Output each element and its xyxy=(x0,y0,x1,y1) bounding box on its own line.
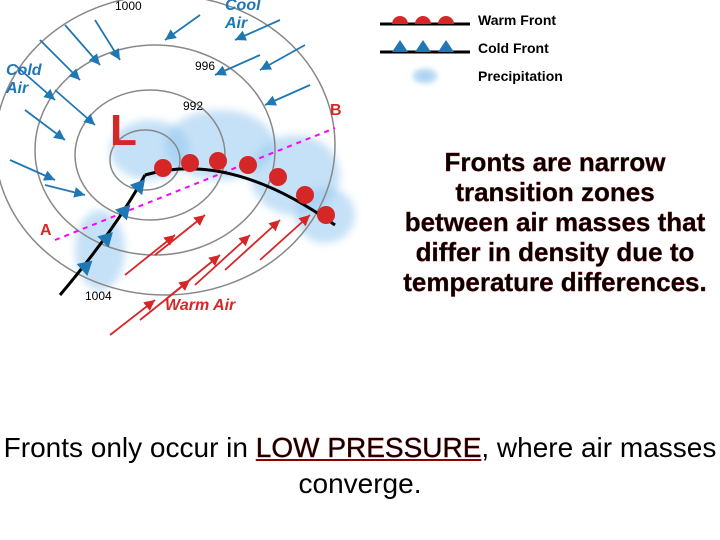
legend-warm-front: Warm Front xyxy=(380,10,710,30)
legend-cold-front: Cold Front xyxy=(380,38,710,58)
cold-front-icon xyxy=(380,38,470,58)
svg-text:A: A xyxy=(40,222,52,239)
svg-text:Cool: Cool xyxy=(225,0,261,14)
svg-text:996: 996 xyxy=(195,59,215,73)
pressure-diagram: 10009969921004LABColdAirCoolAirWarm Air xyxy=(0,0,400,360)
cold-front-label: Cold Front xyxy=(478,40,549,56)
svg-text:1004: 1004 xyxy=(85,289,112,303)
legend: Warm Front Cold Front Precipitation xyxy=(380,10,710,94)
svg-text:B: B xyxy=(330,102,342,119)
svg-text:Air: Air xyxy=(5,80,29,97)
bottom-statement: Fronts only occur in LOW PRESSURE, where… xyxy=(0,430,720,503)
bottom-prefix: Fronts only occur in xyxy=(4,432,256,463)
legend-precipitation: Precipitation xyxy=(380,66,710,86)
svg-text:Air: Air xyxy=(224,15,248,32)
bottom-emphasis: LOW PRESSURE xyxy=(256,432,482,463)
front-description: Fronts are narrow transition zones betwe… xyxy=(400,148,710,297)
svg-text:L: L xyxy=(110,106,137,155)
svg-text:992: 992 xyxy=(183,99,203,113)
svg-text:Cold: Cold xyxy=(6,62,43,79)
svg-text:1000: 1000 xyxy=(115,0,142,13)
warm-front-label: Warm Front xyxy=(478,12,556,28)
precipitation-label: Precipitation xyxy=(478,68,563,84)
svg-text:Warm Air: Warm Air xyxy=(165,297,236,314)
precipitation-icon xyxy=(380,66,470,86)
warm-front-icon xyxy=(380,10,470,30)
